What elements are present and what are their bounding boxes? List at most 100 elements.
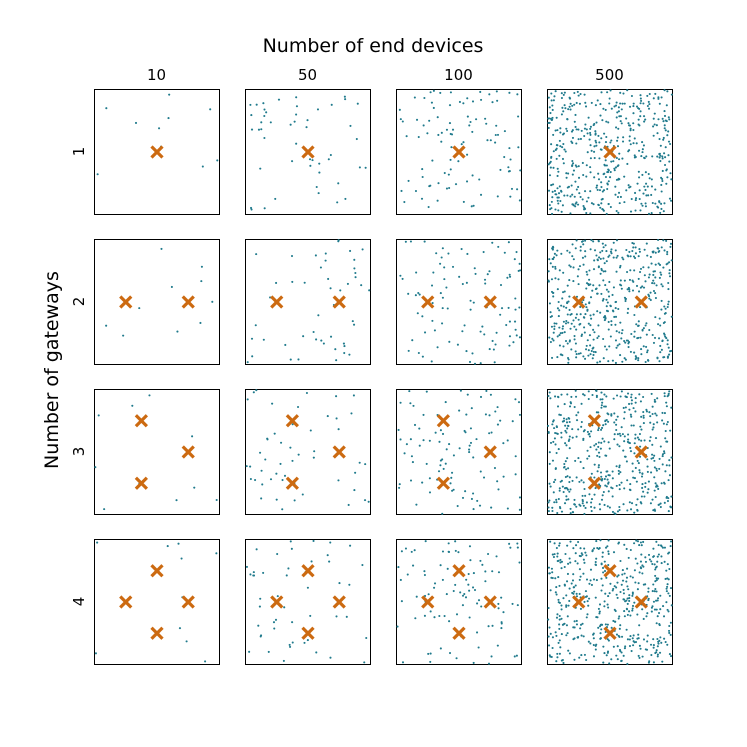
end-device-point (605, 212, 608, 215)
end-device-point (651, 428, 654, 431)
end-device-point (663, 333, 666, 336)
end-device-point (499, 168, 502, 171)
end-device-point (599, 539, 602, 542)
subplot-panel (245, 89, 371, 215)
end-device-point (466, 115, 469, 118)
end-device-point (312, 539, 315, 542)
end-device-point (580, 634, 583, 637)
end-device-point (343, 345, 346, 348)
gateway-marker (119, 595, 133, 609)
end-device-point (647, 587, 650, 590)
end-device-point (329, 287, 332, 290)
end-device-point (555, 254, 558, 257)
end-device-point (616, 596, 619, 599)
end-device-point (293, 120, 296, 123)
end-device-point (652, 600, 655, 603)
end-device-point (652, 509, 655, 512)
end-device-point (572, 319, 575, 322)
end-device-point (549, 340, 552, 344)
end-device-point (571, 164, 574, 168)
end-device-point (602, 270, 605, 273)
end-device-point (658, 337, 661, 340)
end-device-point (288, 643, 291, 646)
end-device-point (607, 550, 610, 553)
end-device-point (600, 589, 603, 592)
end-device-point (415, 118, 419, 121)
end-device-point (661, 660, 664, 663)
end-device-point (297, 358, 300, 361)
end-device-point (627, 346, 630, 349)
end-device-point (665, 590, 668, 593)
end-device-point (441, 458, 444, 461)
end-device-point (659, 445, 662, 448)
end-device-point (548, 626, 551, 629)
end-device-point (423, 96, 426, 100)
end-device-point (573, 590, 576, 593)
end-device-point (486, 273, 489, 276)
end-device-point (587, 604, 590, 607)
end-device-point (666, 608, 669, 611)
end-device-point (615, 346, 618, 349)
end-device-point (257, 128, 261, 131)
end-device-point (603, 262, 606, 265)
end-device-point (177, 542, 180, 545)
end-device-point (283, 474, 287, 477)
end-device-point (604, 475, 608, 478)
end-device-point (612, 587, 615, 590)
end-device-point (322, 342, 325, 345)
end-device-point (634, 437, 637, 440)
end-device-point (309, 429, 312, 432)
end-device-point (669, 587, 673, 590)
end-device-point (626, 89, 629, 92)
end-device-point (305, 391, 308, 395)
end-device-point (590, 505, 593, 508)
end-device-point (507, 166, 510, 169)
end-device-point (641, 483, 644, 486)
end-device-point (571, 141, 574, 144)
end-device-point (291, 280, 294, 283)
end-device-point (556, 199, 559, 202)
end-device-point (571, 436, 574, 439)
end-device-point (610, 107, 613, 110)
end-device-point (514, 398, 517, 401)
end-device-point (551, 636, 554, 639)
end-device-point (653, 282, 656, 285)
end-device-point (638, 124, 641, 127)
end-device-point (514, 328, 517, 331)
end-device-point (480, 98, 483, 101)
end-device-point (410, 455, 413, 458)
end-device-point (355, 137, 358, 141)
end-device-point (609, 582, 612, 585)
end-device-point (449, 132, 452, 136)
end-device-point (596, 454, 599, 457)
end-device-point (548, 391, 551, 394)
end-device-point (670, 406, 673, 409)
end-device-point (622, 588, 625, 591)
end-device-point (647, 488, 650, 491)
end-device-point (643, 439, 646, 442)
end-device-point (445, 187, 449, 190)
end-device-point (562, 143, 565, 146)
end-device-point (423, 331, 427, 334)
end-device-point (578, 323, 581, 326)
end-device-point (669, 242, 673, 245)
end-device-point (552, 258, 555, 261)
end-device-point (466, 97, 469, 100)
end-device-point (306, 119, 309, 122)
end-device-point (643, 120, 646, 123)
end-device-point (657, 238, 660, 242)
end-device-point (666, 305, 669, 309)
end-device-point (594, 104, 597, 107)
end-device-point (472, 572, 475, 575)
end-device-point (623, 543, 626, 546)
end-device-point (404, 547, 408, 550)
end-device-point (329, 335, 333, 338)
end-device-point (640, 348, 643, 351)
end-device-point (553, 95, 556, 98)
end-device-point (618, 615, 621, 618)
end-device-point (488, 432, 491, 435)
end-device-point (641, 655, 644, 658)
end-device-point (464, 431, 467, 434)
end-device-point (201, 165, 204, 168)
end-device-point (508, 91, 511, 94)
